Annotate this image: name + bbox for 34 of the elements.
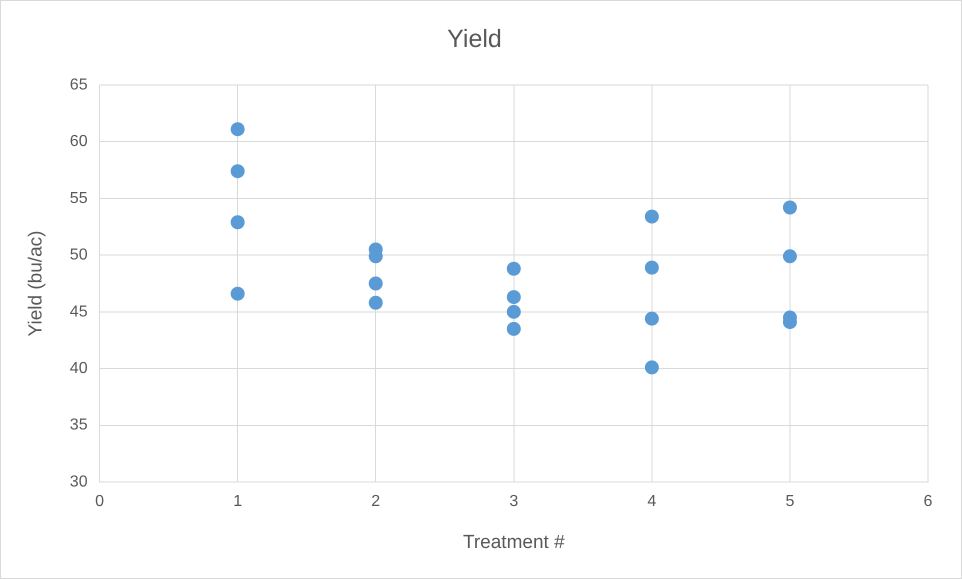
point <box>782 249 797 264</box>
y-tick-label: 45 <box>70 303 88 320</box>
point <box>506 290 521 304</box>
point <box>644 312 659 326</box>
y-tick-label: 35 <box>70 416 88 434</box>
y-tick-label: 40 <box>70 360 88 377</box>
x-tick-label: 2 <box>371 493 380 510</box>
point <box>782 200 797 215</box>
y-tick-label: 60 <box>70 133 88 150</box>
point <box>506 304 521 319</box>
point <box>230 286 245 301</box>
chart-title: Yield <box>447 24 502 53</box>
point <box>230 164 245 178</box>
y-tick-label: 30 <box>70 473 88 490</box>
y-tick-label: 55 <box>70 190 88 207</box>
y-tick-label: 65 <box>70 76 88 94</box>
x-tick-label: 4 <box>647 493 656 510</box>
point <box>644 260 659 275</box>
x-tick-label: 3 <box>509 493 518 510</box>
point <box>230 122 245 136</box>
point <box>368 276 383 290</box>
point <box>506 262 521 276</box>
y-axis-title: Yield (bu/ac) <box>26 230 47 336</box>
x-tick-label: 6 <box>924 493 933 510</box>
x-tick-label: 5 <box>785 493 794 510</box>
x-tick-label: 1 <box>233 493 242 510</box>
point <box>506 322 521 336</box>
point <box>644 210 659 224</box>
y-tick-label: 50 <box>70 246 88 264</box>
point <box>230 215 245 230</box>
x-tick-label: 0 <box>95 493 104 510</box>
x-axis-title: Treatment # <box>462 532 566 553</box>
point <box>368 296 383 310</box>
point <box>644 360 659 374</box>
